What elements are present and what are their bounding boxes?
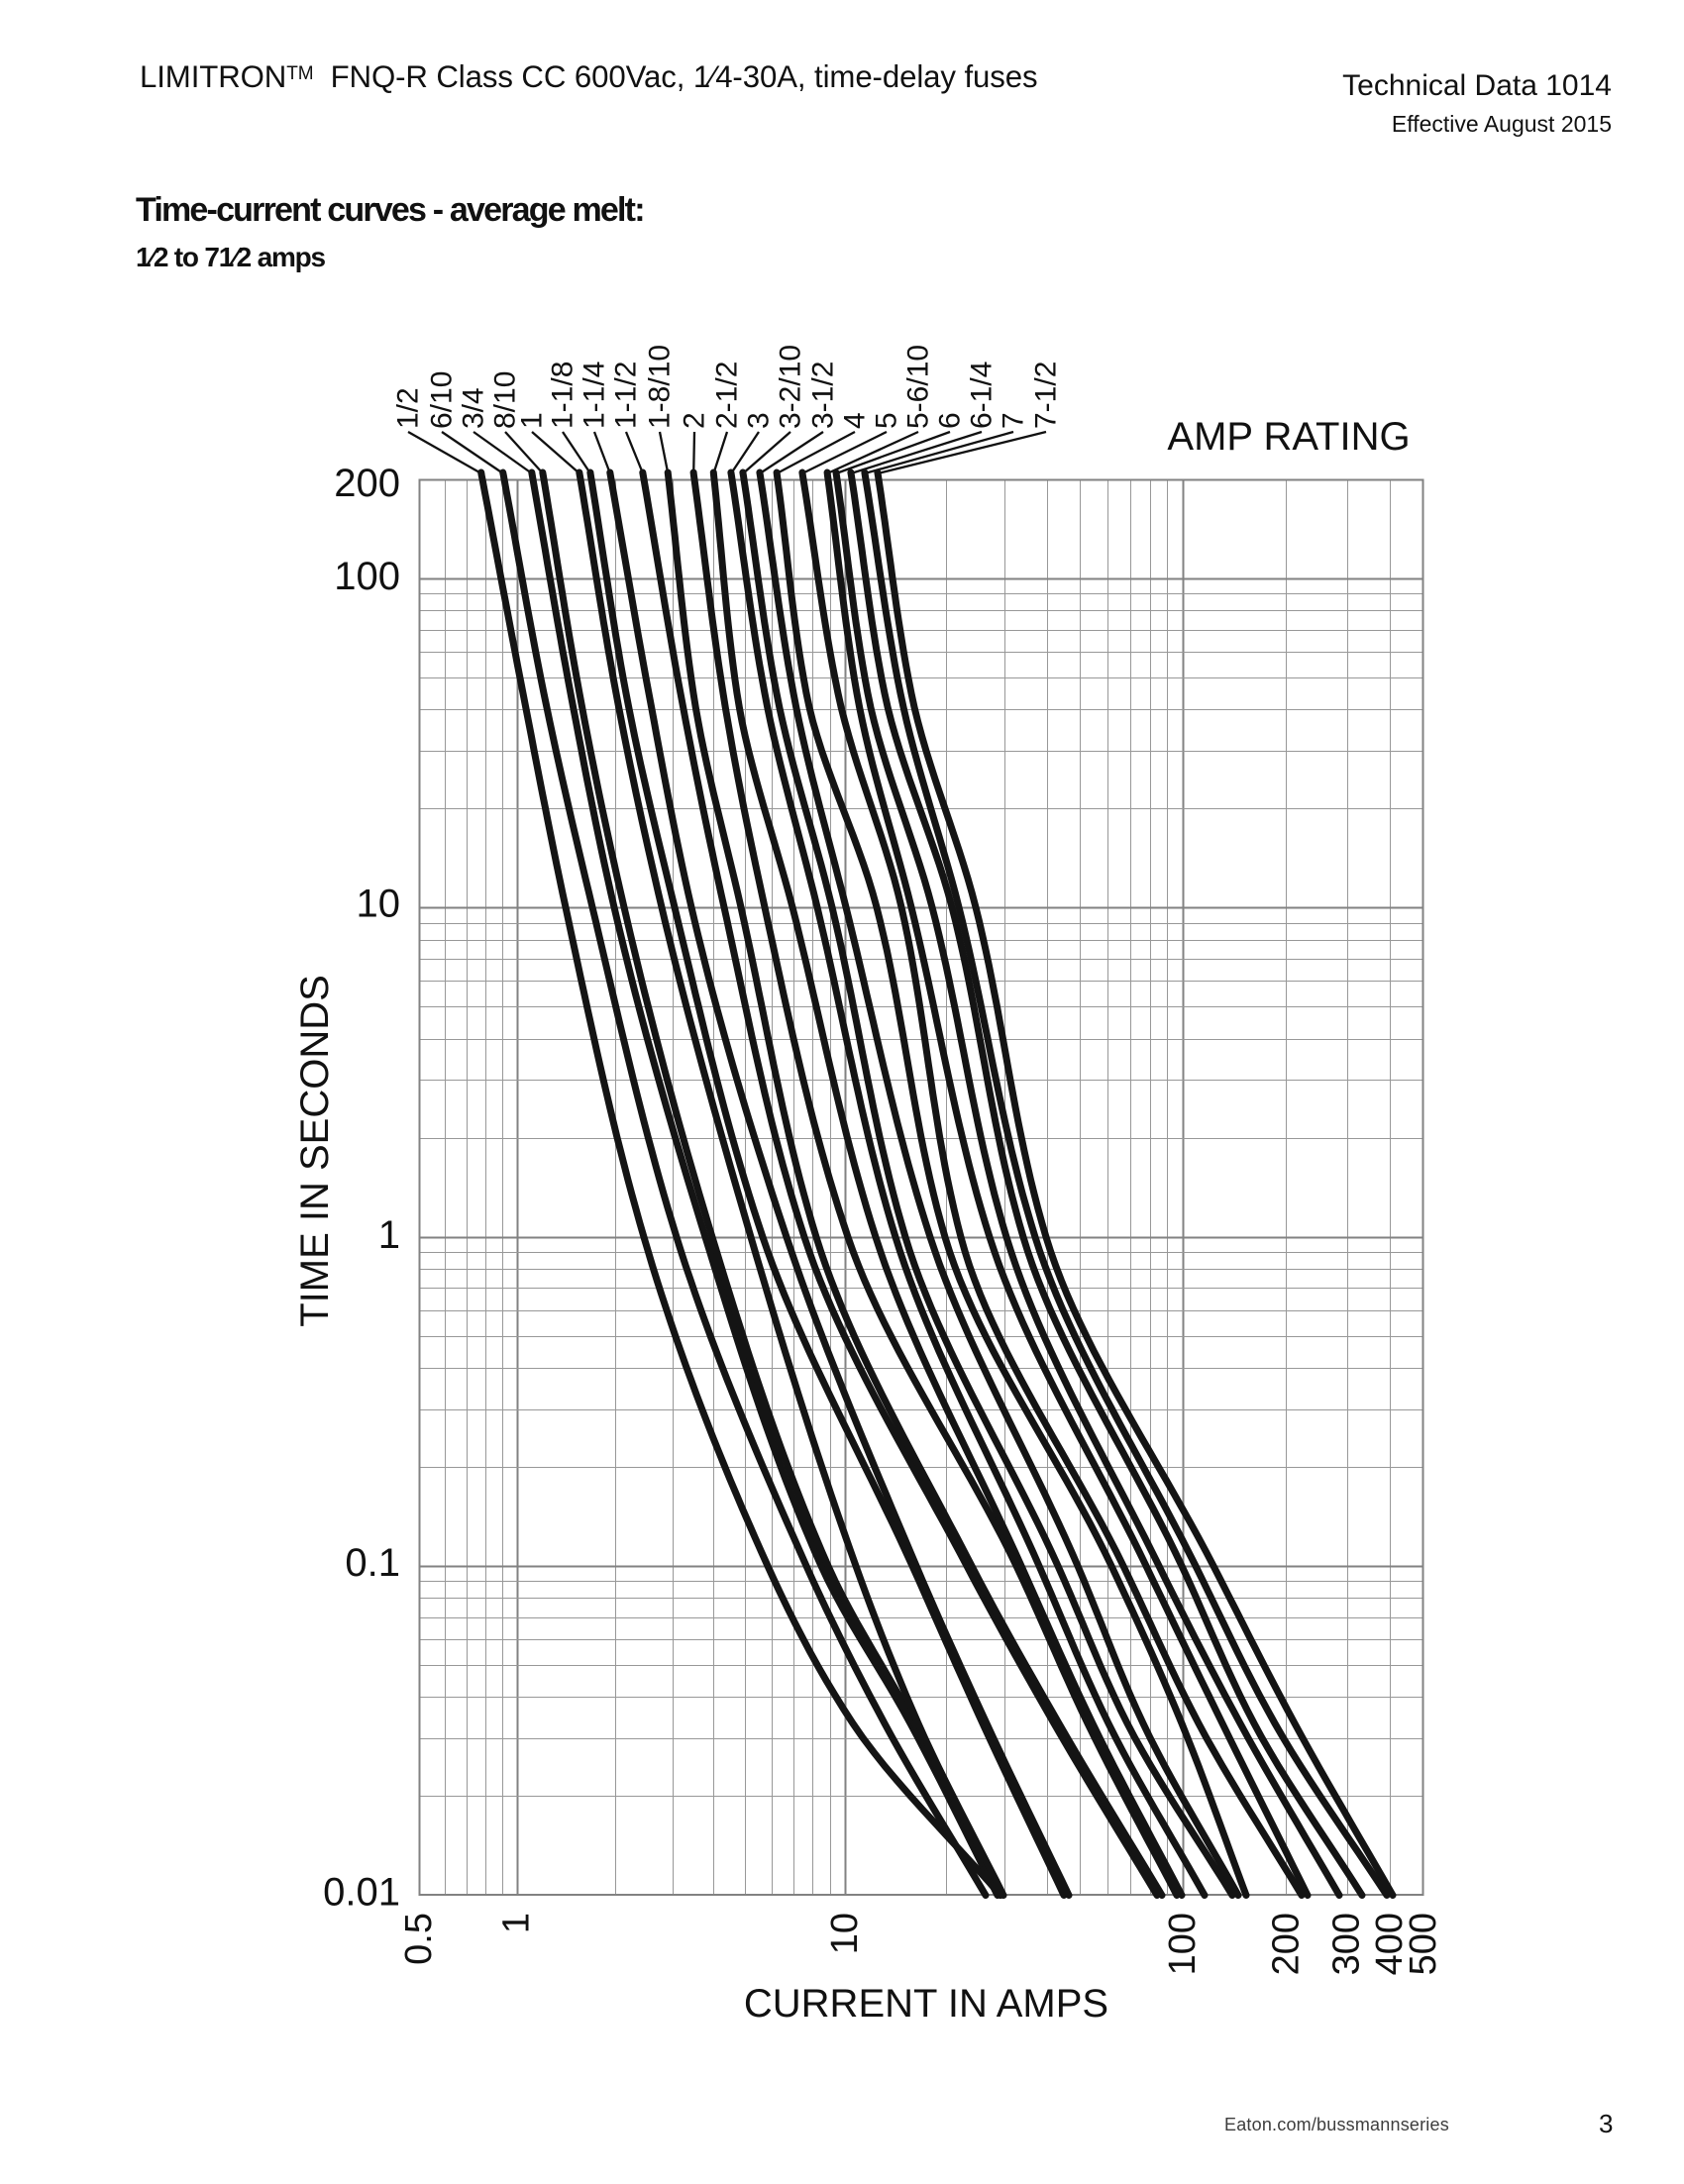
svg-text:3-2/10: 3-2/10 [775,345,807,429]
svg-text:1-8/10: 1-8/10 [644,345,677,429]
svg-text:6/10: 6/10 [426,371,459,429]
svg-text:3-1/2: 3-1/2 [807,362,840,429]
svg-text:100: 100 [1162,1913,1204,1975]
svg-text:1: 1 [516,412,549,429]
svg-text:AMP RATING: AMP RATING [1167,415,1410,459]
svg-text:8/10: 8/10 [489,371,522,429]
svg-text:3: 3 [743,412,776,429]
svg-text:300: 300 [1326,1913,1368,1975]
svg-text:7: 7 [998,412,1030,429]
svg-text:200: 200 [334,462,400,505]
svg-text:3/4: 3/4 [458,387,490,429]
svg-text:CURRENT IN AMPS: CURRENT IN AMPS [744,1982,1108,2026]
svg-text:4: 4 [839,412,872,429]
svg-text:2: 2 [679,412,711,429]
svg-text:5: 5 [871,412,903,429]
svg-text:1: 1 [378,1213,400,1257]
svg-text:400: 400 [1369,1913,1411,1975]
svg-text:1-1/4: 1-1/4 [579,362,611,429]
svg-text:0.01: 0.01 [323,1871,400,1915]
svg-text:0.5: 0.5 [398,1913,440,1965]
svg-text:0.1: 0.1 [345,1541,400,1585]
svg-text:500: 500 [1403,1913,1444,1975]
svg-text:7-1/2: 7-1/2 [1030,362,1063,429]
svg-text:2-1/2: 2-1/2 [711,362,744,429]
svg-text:6-1/4: 6-1/4 [966,362,999,429]
svg-text:5-6/10: 5-6/10 [902,345,935,429]
svg-text:1-1/8: 1-1/8 [547,362,579,429]
svg-text:1/2: 1/2 [392,387,425,429]
svg-text:TIME IN SECONDS: TIME IN SECONDS [293,975,337,1327]
svg-text:1: 1 [496,1913,538,1933]
svg-text:1-1/2: 1-1/2 [610,362,643,429]
svg-text:10: 10 [357,882,401,925]
svg-text:10: 10 [824,1913,866,1954]
svg-text:6: 6 [934,412,967,429]
svg-text:100: 100 [334,555,400,598]
svg-text:200: 200 [1265,1913,1307,1975]
